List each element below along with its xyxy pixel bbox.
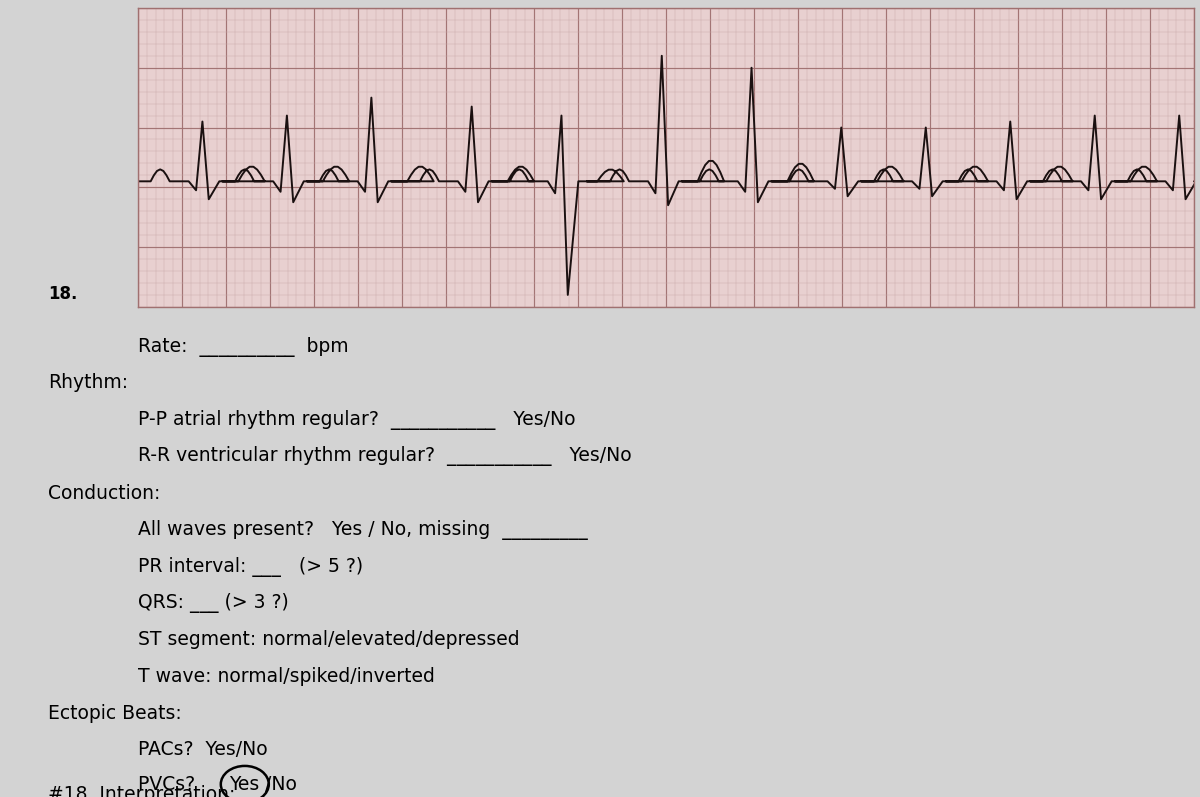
Text: 18.: 18. — [48, 285, 77, 303]
Text: Rhythm:: Rhythm: — [48, 373, 128, 392]
Text: All waves present?   Yes / No, missing  _________: All waves present? Yes / No, missing ___… — [138, 520, 588, 540]
Text: Ectopic Beats:: Ectopic Beats: — [48, 704, 181, 723]
Text: #18. Interpretation:  _______________________________________________: #18. Interpretation: ___________________… — [48, 784, 694, 797]
Text: T wave: normal/spiked/inverted: T wave: normal/spiked/inverted — [138, 667, 434, 686]
Text: Conduction:: Conduction: — [48, 484, 161, 503]
Text: PACs?  Yes/No: PACs? Yes/No — [138, 740, 268, 760]
Text: /No: /No — [265, 775, 298, 794]
Text: ST segment: normal/elevated/depressed: ST segment: normal/elevated/depressed — [138, 630, 520, 650]
Text: R-R ventricular rhythm regular?  ___________   Yes/No: R-R ventricular rhythm regular? ________… — [138, 446, 631, 466]
Text: PVCs?: PVCs? — [138, 775, 202, 794]
Text: QRS: ___ (> 3 ?): QRS: ___ (> 3 ?) — [138, 593, 289, 614]
Text: Rate:  __________  bpm: Rate: __________ bpm — [138, 336, 349, 357]
Text: P-P atrial rhythm regular?  ___________   Yes/No: P-P atrial rhythm regular? ___________ Y… — [138, 410, 576, 430]
Text: Yes: Yes — [229, 775, 259, 794]
Text: PR interval: ___   (> 5 ?): PR interval: ___ (> 5 ?) — [138, 556, 364, 577]
